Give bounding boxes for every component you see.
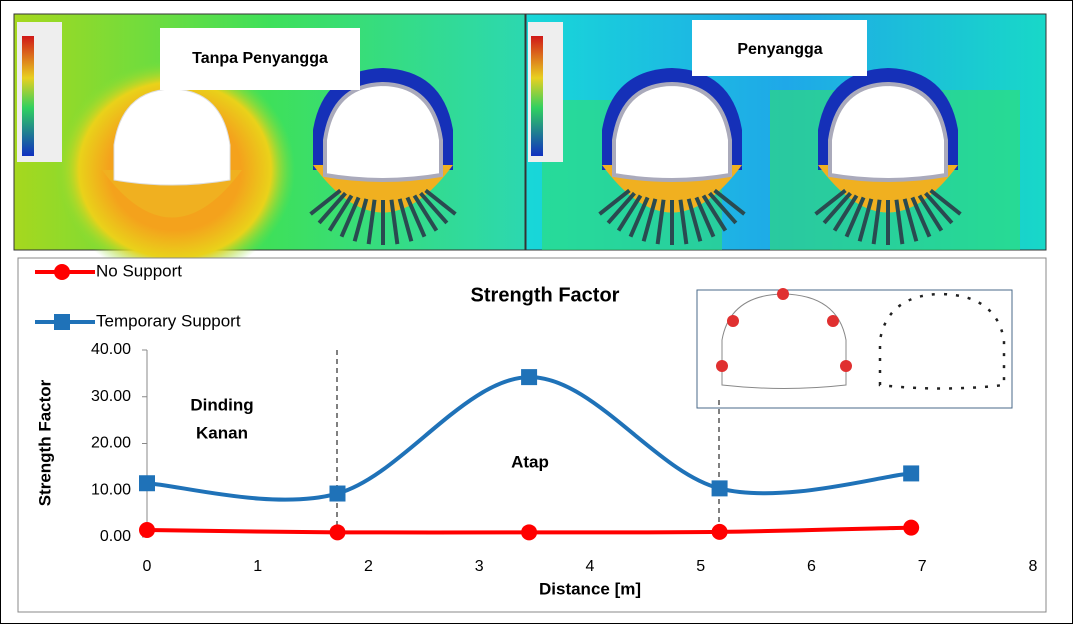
point (716, 360, 728, 372)
point (777, 288, 789, 300)
x-tick-label: 2 (364, 558, 373, 575)
marker (329, 486, 345, 502)
marker (712, 480, 728, 496)
annotation: Dinding (190, 395, 253, 414)
point (827, 315, 839, 327)
x-tick-label: 6 (807, 558, 816, 575)
point (840, 360, 852, 372)
marker (54, 314, 70, 330)
marker (903, 465, 919, 481)
chart-title: Strength Factor (471, 284, 620, 306)
x-tick-label: 8 (1029, 558, 1038, 575)
color-scale (531, 36, 543, 156)
annotation: Atap (511, 452, 549, 471)
page: {"images": [{"label": "Tanpa Penyangga"}… (0, 0, 1073, 624)
y-tick-label: 10.00 (91, 481, 131, 498)
x-axis-label: Distance [m] (539, 579, 641, 598)
x-tick-label: 0 (143, 558, 152, 575)
marker (903, 520, 919, 536)
y-tick-label: 20.00 (91, 435, 131, 452)
tunnel (325, 84, 441, 180)
marker (712, 524, 728, 540)
marker (139, 522, 155, 538)
image-label: Penyangga (737, 41, 822, 58)
x-tick-label: 4 (586, 558, 595, 575)
legend-label: No Support (96, 261, 182, 280)
y-axis-label: Strength Factor (35, 379, 54, 506)
y-tick-label: 0.00 (100, 528, 131, 545)
x-tick-label: 1 (253, 558, 262, 575)
image-label: Tanpa Penyangga (192, 50, 328, 67)
inset (697, 288, 1012, 408)
y-tick-label: 40.00 (91, 341, 131, 358)
y-tick-label: 30.00 (91, 388, 131, 405)
figure: Tanpa Penyangga Penyangga Strength Facto… (0, 0, 1073, 624)
color-scale (22, 36, 34, 156)
marker (139, 475, 155, 491)
marker (329, 524, 345, 540)
marker (521, 524, 537, 540)
point (727, 315, 739, 327)
inset-box (697, 290, 1012, 408)
marker (54, 264, 70, 280)
x-tick-label: 3 (475, 558, 484, 575)
tunnel (614, 84, 730, 180)
x-tick-label: 5 (696, 558, 705, 575)
legend-label: Temporary Support (96, 311, 241, 330)
tunnel (830, 84, 946, 180)
annotation: Kanan (196, 423, 248, 442)
x-tick-label: 7 (918, 558, 927, 575)
marker (521, 369, 537, 385)
